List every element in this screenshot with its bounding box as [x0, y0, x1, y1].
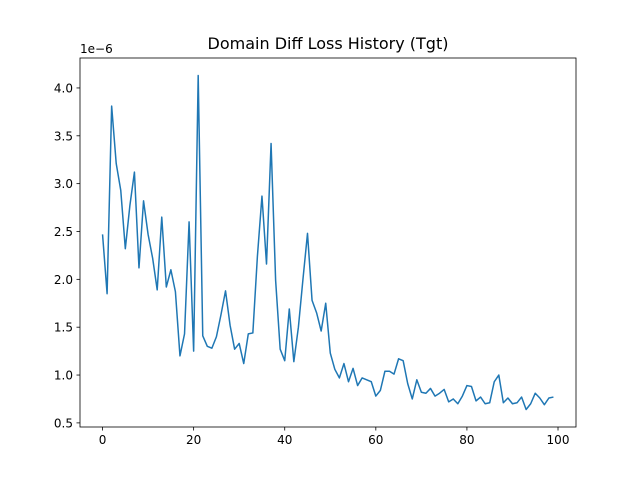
y-tick-label: 2.0: [54, 273, 73, 287]
plot-area: 0 20 40 60 80 100 0.5 1.0 1.5 2.0 2.5 3.0 3.5 4.0: [54, 57, 577, 447]
chart-title: Domain Diff Loss History (Tgt): [208, 34, 449, 53]
y-tick-label: 0.5: [54, 416, 73, 430]
x-tick-label: 60: [368, 433, 383, 447]
y-axis-scale-label: 1e−6: [80, 42, 113, 56]
x-tick-label: 40: [277, 433, 292, 447]
y-tick-label: 2.5: [54, 225, 73, 239]
y-tick-label: 1.5: [54, 321, 73, 335]
series-line-0: [101, 74, 554, 411]
y-tick-label: 3.0: [54, 177, 73, 191]
y-tick-label: 1.0: [54, 369, 73, 383]
axes-frame: [79, 57, 577, 428]
x-tick-label: 100: [547, 433, 570, 447]
x-tick-label: 20: [186, 433, 201, 447]
y-tick-label: 3.5: [54, 129, 73, 143]
x-tick-label: 80: [459, 433, 474, 447]
x-tick-label: 0: [99, 433, 107, 447]
y-tick-label: 4.0: [54, 81, 73, 95]
